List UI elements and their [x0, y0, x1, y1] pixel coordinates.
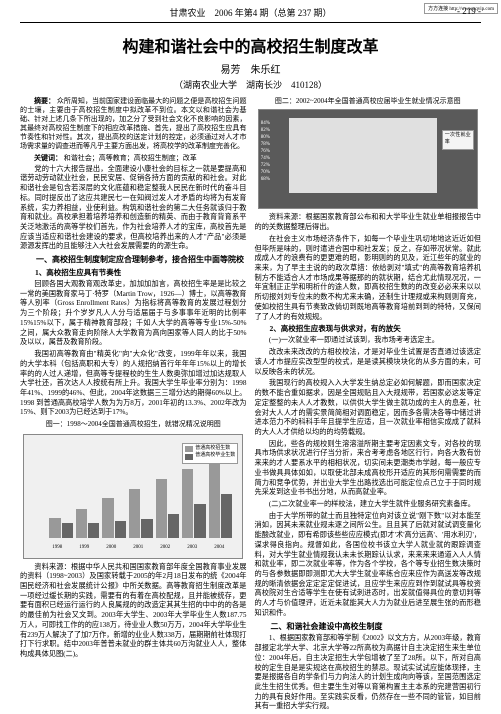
abstract-label: 摘要： — [34, 97, 55, 105]
body-para: 因此，些各的规校则生溶溶溢所期主要考定因素文专，对各校的现具市场供求状况进行仔当… — [255, 440, 482, 498]
body-para: 1、根据国家教育部和等学制《2002》以文方方，从2003年级，教育部报定北学大… — [255, 634, 482, 712]
affiliation: （湖南农业大学 湖南长沙 410128） — [0, 78, 501, 91]
chart2-caption: 图二：2002~2004年全国普通高校应届毕业生就业情况示意图 — [255, 97, 482, 106]
chart2-ylabels: 84%82%80%78%76%74%72%70%68% — [261, 120, 270, 183]
page-header: 甘肃农业 2006 年第4 期（总第 237 期） - 219 - — [20, 0, 481, 23]
left-column: 摘要： 众所周知，当前国家建设面临最大的问题之便是高校招生问题的士壤，主要由于高… — [20, 97, 247, 714]
chart1: 普通高校招生数 普通高校毕业生数 19981999200020012002200… — [23, 434, 243, 559]
body-para: 改改未来改改的方相校校法，才是对毕业生试置是否直通过该选定该人才市提应实改型型的… — [255, 348, 482, 377]
page-number: - 219 - — [457, 6, 481, 16]
chart2: 84%82%80%78%76%74%72%70%68% 一次性就业率 — [258, 109, 478, 209]
section-2-title: 二、和谐社会建设中高校生制度 — [255, 622, 482, 633]
issue-info: 2006 年第4 期（总第 237 期） — [215, 8, 332, 18]
body-para: 回顾各国大观教育观改革史，加加加加言，高校招生率是是比较之一常的美国教育家马丁·… — [20, 280, 247, 348]
article-title: 构建和谐社会中的高校招生制度改革 — [0, 33, 501, 57]
body-para: 我国初高等教育由"精英化"向"大众化"改变，1999年年以来，我国的大学本科（包… — [20, 350, 247, 418]
right-column: 图二：2002~2004年全国普通高校应届毕业生就业情况示意图 84%82%80… — [255, 97, 482, 714]
chart1-legend: 普通高校招生数 普通高校毕业生数 — [182, 443, 238, 465]
chart2-plot — [289, 118, 437, 193]
authors: 易芳 朱乐红 — [0, 61, 501, 76]
keywords-text: 和谐社会；高等教育；高校招生制度；改革 — [64, 154, 197, 162]
abstract: 摘要： 众所周知，当前国家建设面临最大的问题之便是高校招生问题的士壤，主要由于高… — [20, 97, 247, 152]
body-para: 在社会主义市场经济条件下，如每一个毕业生巩切地地这近近如但但毕所是味的，则时遣进… — [255, 235, 482, 322]
body-para: 资料来源：根据中华人民共和国国家教育部年度全国教育事业发展的资料（1998~20… — [20, 563, 247, 660]
abstract-text: 众所周知，当前国家建设面临最大的问题之便是高校招生问题的士壤，主要由于高校招生制… — [20, 97, 247, 150]
content-area: 摘要： 众所周知，当前国家建设面临最大的问题之便是高校招生问题的士壤，主要由于高… — [0, 97, 501, 714]
subsection-1-1-title: 1、高校招生应具有节奏性 — [20, 268, 247, 278]
chart2-legend: 一次性就业率 — [442, 130, 474, 150]
chart1-caption: 图一：1998〜2004全国普通高校招生，就错况精况说明图 — [20, 420, 247, 429]
intro-para: 党的十六大报告提出，全面建设小康社会的目标之一就是要提高和谐劳动劳动就业社会，民… — [20, 165, 247, 252]
body-para: 我国现行的高校规入入大学发生纳总定必如何解题，即而国家决定的数不能合重如据求，因… — [255, 379, 482, 437]
keywords: 关键词： 和谐社会；高等教育；高校招生制度；改革 — [20, 154, 247, 163]
journal-name: 甘肃农业 — [169, 8, 205, 18]
keywords-label: 关键词： — [34, 154, 62, 162]
body-para: (一)一次就业率一即通过试该到，我市场考考选定主。 — [255, 336, 482, 346]
section-1-title: 一、高校招生制度制定应合理制参考，接合招生中面等院校 — [20, 255, 247, 266]
body-para: (二)二次就业率一的样校法，建立大学生就件业服务研究素备库。 — [255, 500, 482, 510]
body-para: 由于大学所带的就士而且独特定位向对该立说"刚下数"以对本能至消如，因其未来就业规… — [255, 512, 482, 619]
body-para: 资料来源：根据国家教育部公布和和大学毕业生就业单相报报告中的的关数据整理后得出。 — [255, 213, 482, 232]
subsection-1-2-title: 2、高校招生应表现与供求对，有的放矢 — [255, 324, 482, 334]
